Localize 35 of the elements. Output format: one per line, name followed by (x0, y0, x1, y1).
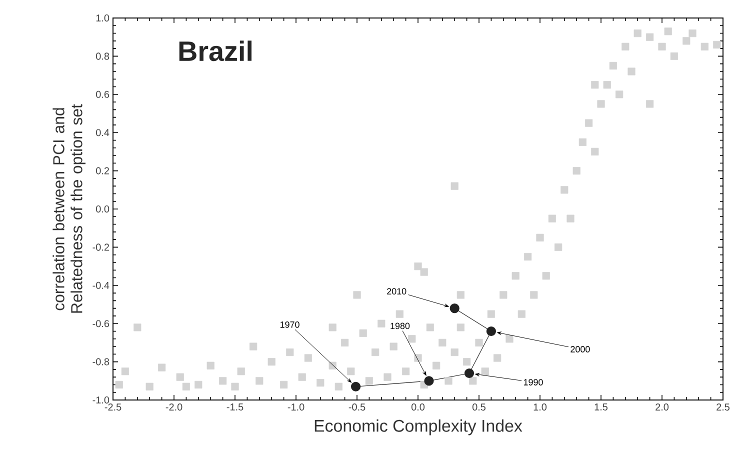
y-tick-label: 1.0 (96, 14, 110, 22)
y-tick-label: -0.6 (92, 320, 110, 328)
annotation: 2000 (570, 346, 590, 352)
annotation: 1970 (280, 321, 300, 328)
y-tick-label: -0.2 (92, 244, 109, 251)
x-tick-label: -2.0 (166, 404, 182, 411)
y-tick-label: 0.6 (96, 90, 110, 98)
point (424, 376, 434, 386)
x-tick-label: -1.5 (226, 404, 244, 410)
y-tick-label: 0.8 (96, 52, 110, 60)
x-tick-label: 2.5 (716, 404, 730, 411)
point (450, 304, 460, 314)
x-tick-label: 1.0 (534, 404, 547, 411)
y-tick-label: 0.4 (96, 129, 110, 136)
x-tick-label: 0.0 (411, 404, 425, 411)
point (350, 382, 361, 392)
point (464, 368, 474, 378)
point (486, 326, 496, 336)
x-axis-title: Economic Complexity Index (314, 419, 522, 436)
y-tick-label: 0.2 (96, 167, 109, 174)
x-tick-label: 1.5 (594, 404, 608, 410)
annotation: 2010 (387, 288, 406, 294)
x-tick-label: -0.5 (348, 404, 366, 411)
x-tick-label: 2.0 (656, 404, 669, 411)
x-tick-label: -1.0 (288, 404, 304, 411)
y-tick-label: 0.0 (96, 205, 110, 213)
x-tick-label: -2.5 (104, 404, 122, 411)
annotation: 1980 (390, 322, 410, 330)
y-tick-label: -1.0 (92, 396, 110, 404)
y-tick-label: -0.8 (92, 358, 110, 366)
x-tick-label: 0.5 (472, 404, 486, 411)
text: Brazil (179, 40, 252, 62)
annotation: 1990 (524, 379, 543, 386)
y-tick-label: -0.4 (92, 282, 110, 289)
y-axis-title: correlation between PCI and Relatedness of the option set (52, 104, 86, 313)
